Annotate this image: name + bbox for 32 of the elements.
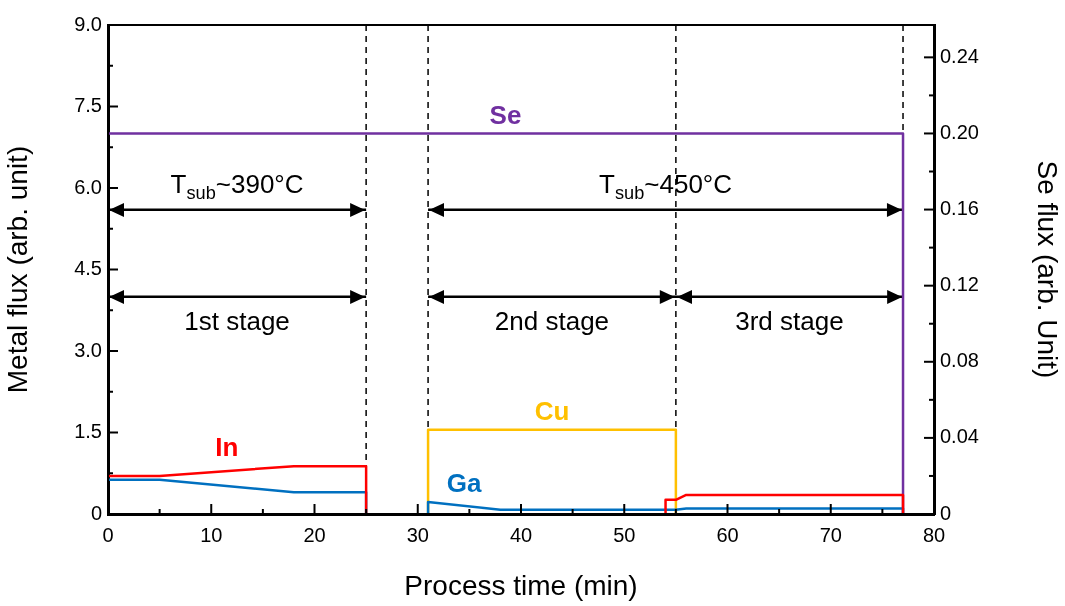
y2-tick-label: 0.12	[940, 273, 979, 296]
y-tick-label: 3.0	[74, 338, 102, 361]
series-label: Cu	[534, 395, 570, 426]
x-axis-title: Process time (min)	[404, 569, 638, 601]
x-tick-label: 70	[819, 523, 842, 546]
x-tick-label: 30	[406, 523, 429, 546]
series-label: Ga	[446, 468, 483, 499]
y2-tick-label: 0.24	[940, 44, 979, 67]
y2-tick-label: 0	[940, 501, 952, 524]
y-axis-title: Metal flux (arb. unit)	[1, 145, 33, 394]
y2-axis-title: Se flux (arb. Unit)	[1032, 160, 1064, 379]
annotation: 3rd stage	[735, 305, 844, 336]
series-label: In	[215, 432, 239, 463]
x-tick-label: 10	[200, 523, 223, 546]
x-tick-label: 60	[716, 523, 739, 546]
x-tick-label: 40	[509, 523, 533, 546]
y-tick-label: 7.5	[74, 94, 102, 117]
y2-tick-label: 0.20	[940, 120, 979, 143]
x-tick-label: 20	[303, 523, 326, 546]
y2-tick-label: 0.16	[940, 197, 979, 220]
y-tick-label: 6.0	[74, 175, 102, 198]
y-tick-label: 4.5	[74, 257, 102, 280]
x-tick-label: 50	[613, 523, 636, 546]
annotation: 2nd stage	[494, 305, 610, 336]
annotation: 1st stage	[184, 305, 290, 336]
y-tick-label: 1.5	[74, 420, 102, 443]
y-tick-label: 0	[90, 501, 102, 524]
y2-tick-label: 0.08	[940, 349, 979, 372]
series-label: Se	[489, 99, 522, 130]
y-tick-label: 9.0	[74, 12, 102, 35]
x-tick-label: 80	[922, 523, 946, 546]
y2-tick-label: 0.04	[940, 425, 979, 448]
